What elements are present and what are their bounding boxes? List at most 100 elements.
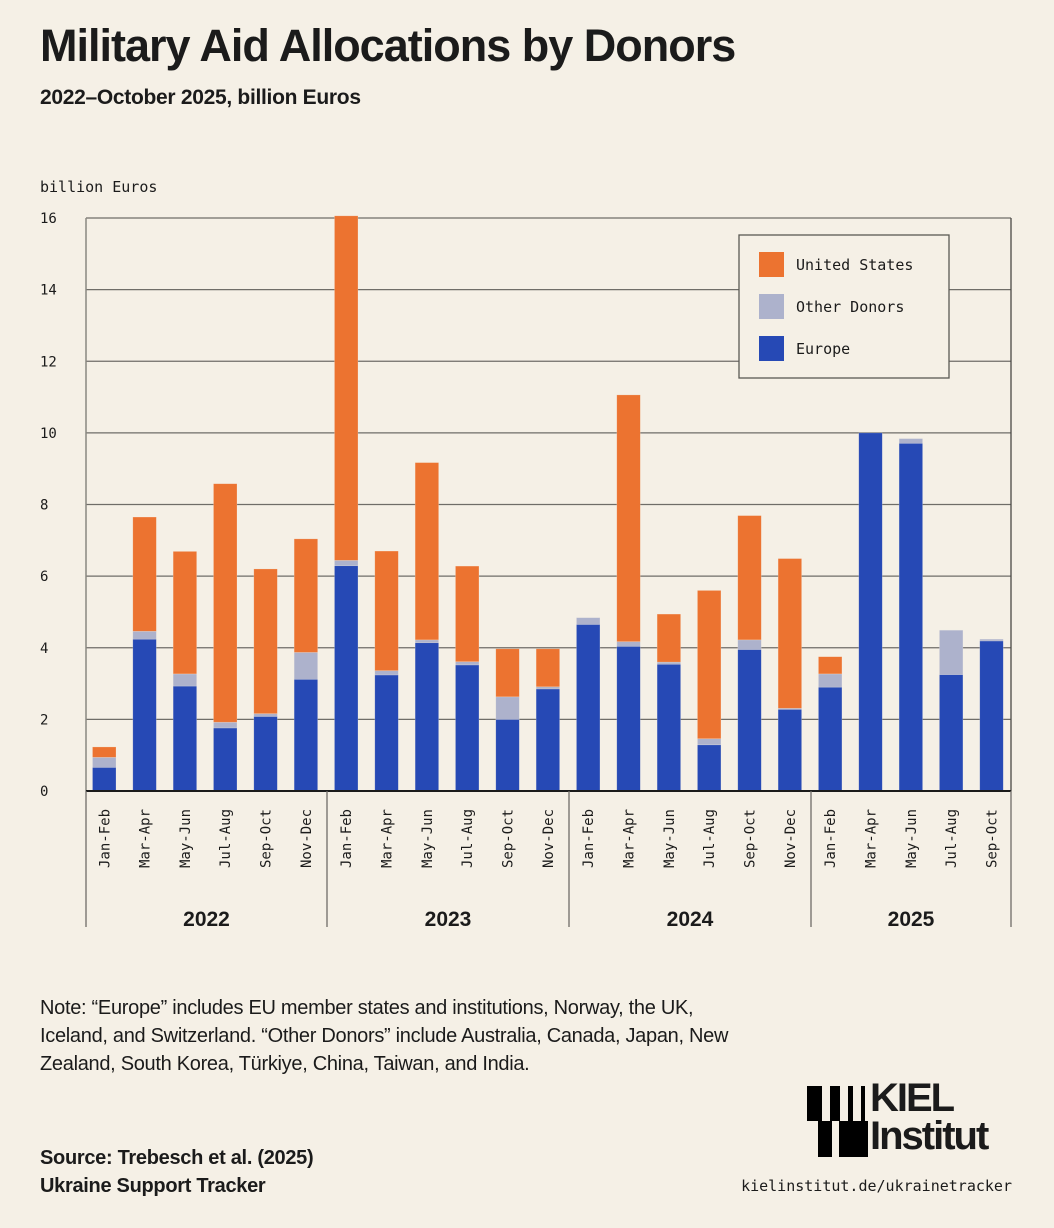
- bar-segment-other-donors: [334, 560, 359, 567]
- x-axis: Jan-Feb Mar-Apr May-Jun Jul-Aug Sep-Oct Nov-D…: [85, 790, 1012, 931]
- logo-bar: [848, 1086, 853, 1121]
- x-tick-label: Jan-Feb: [339, 809, 355, 868]
- x-tick-label: May-Jun: [178, 809, 194, 868]
- bar-segment-united-states: [414, 462, 439, 641]
- stacked-bar-chart: 0 2 4 6 8 10 12 14 16 Jan-Feb Mar-Apr May-Jun Jul-A…: [40, 211, 1012, 931]
- bar-segment-other-donors: [455, 661, 480, 666]
- x-tick-label: Sep-Oct: [985, 809, 1001, 868]
- legend: United States Other Donors Europe: [738, 234, 950, 379]
- y-tick-label: 2: [40, 712, 48, 728]
- bar-segment-europe: [576, 624, 601, 792]
- x-tick-label: Sep-Oct: [259, 809, 275, 868]
- bar-segment-other-donors: [132, 630, 157, 640]
- bar-segment-other-donors: [495, 696, 520, 720]
- bar-segment-united-states: [293, 538, 318, 653]
- y-tick-label: 6: [40, 569, 48, 585]
- bar-segment-europe: [818, 686, 843, 792]
- bar-segment-europe: [979, 640, 1004, 792]
- bar-segment-other-donors: [656, 661, 681, 665]
- legend-label: Europe: [796, 340, 850, 358]
- bar-segment-europe: [334, 565, 359, 792]
- bar-segment-united-states: [656, 613, 681, 663]
- bar-segment-europe: [132, 638, 157, 792]
- bar-segment-europe: [737, 649, 762, 792]
- bar-segment-europe: [697, 744, 722, 792]
- bar-segment-europe: [172, 685, 197, 792]
- bar-segment-europe: [898, 442, 923, 792]
- logo-bar: [807, 1086, 822, 1121]
- y-tick-label: 0: [40, 784, 48, 800]
- bar-segment-europe: [213, 727, 238, 792]
- x-tick-label: Jan-Feb: [581, 809, 597, 868]
- bar-segment-other-donors: [414, 639, 439, 644]
- legend-label: United States: [796, 256, 913, 274]
- bar-segment-united-states: [172, 551, 197, 675]
- legend-swatch-other-donors: [759, 294, 784, 319]
- bar-segment-other-donors: [535, 686, 560, 690]
- x-tick-label: Nov-Dec: [783, 809, 799, 868]
- x-tick-label: Sep-Oct: [501, 809, 517, 868]
- bar-segment-other-donors: [374, 670, 399, 676]
- tracker-url[interactable]: kielinstitut.de/ukrainetracker: [741, 1177, 1012, 1195]
- bar-segment-united-states: [334, 215, 359, 561]
- y-tick-label: 12: [40, 354, 57, 370]
- logo-text-kiel: KIEL: [870, 1076, 955, 1120]
- y-tick-label: 8: [40, 498, 48, 514]
- logo-bar: [861, 1086, 865, 1121]
- bar-segment-europe: [616, 646, 641, 792]
- bar-segment-other-donors: [92, 757, 117, 768]
- bar-segment-europe: [939, 674, 964, 792]
- x-tick-label: Jan-Feb: [97, 809, 113, 868]
- bar-segment-united-states: [374, 550, 399, 671]
- bar-segment-other-donors: [939, 629, 964, 675]
- legend-label: Other Donors: [796, 298, 904, 316]
- y-axis-ticks: 0 2 4 6 8 10 12 14 16: [40, 211, 57, 800]
- x-tick-label: Nov-Dec: [541, 809, 557, 868]
- x-tick-label: Sep-Oct: [743, 809, 759, 868]
- year-label: 2025: [888, 908, 935, 931]
- bar-segment-europe: [495, 719, 520, 792]
- x-tick-label: Jan-Feb: [823, 809, 839, 868]
- bar-segment-united-states: [777, 558, 802, 709]
- year-label: 2024: [667, 908, 714, 931]
- logo-block: [818, 1121, 832, 1157]
- x-tick-label: Mar-Apr: [864, 809, 880, 868]
- source-line: Source: Trebesch et al. (2025): [40, 1147, 314, 1169]
- source-citation: Source: Trebesch et al. (2025) Ukraine S…: [40, 1144, 314, 1200]
- x-tick-label: Nov-Dec: [299, 809, 315, 868]
- legend-swatch-united-states: [759, 252, 784, 277]
- x-tick-label: Mar-Apr: [380, 809, 396, 868]
- year-label: 2023: [425, 908, 472, 931]
- bar-segment-united-states: [455, 565, 480, 663]
- bar-segment-united-states: [616, 394, 641, 642]
- y-tick-label: 16: [40, 211, 57, 227]
- bar-segment-united-states: [213, 483, 238, 723]
- bar-segment-other-donors: [253, 713, 278, 717]
- year-label: 2022: [183, 908, 230, 931]
- bar-segment-europe: [374, 674, 399, 792]
- bars: [92, 215, 1004, 792]
- x-tick-label: May-Jun: [662, 809, 678, 868]
- bar-segment-united-states: [737, 515, 762, 641]
- bar-segment-united-states: [92, 746, 117, 758]
- source-tracker-line: Ukraine Support Tracker: [40, 1175, 266, 1197]
- bar-segment-europe: [777, 709, 802, 792]
- chart-title: Military Aid Allocations by Donors: [40, 20, 736, 71]
- bar-segment-other-donors: [697, 738, 722, 746]
- bar-segment-other-donors: [616, 641, 641, 647]
- x-tick-label: Jul-Aug: [944, 809, 960, 868]
- footnote: Note: “Europe” includes EU member states…: [40, 997, 729, 1075]
- x-tick-label: May-Jun: [904, 809, 920, 868]
- bar-segment-united-states: [697, 590, 722, 740]
- bar-segment-other-donors: [172, 673, 197, 687]
- bar-segment-other-donors: [576, 617, 601, 625]
- x-tick-label: Jul-Aug: [702, 809, 718, 868]
- bar-segment-other-donors: [979, 638, 1004, 642]
- y-tick-label: 10: [40, 426, 57, 442]
- bar-segment-europe: [414, 642, 439, 792]
- bar-segment-other-donors: [293, 652, 318, 680]
- bar-segment-other-donors: [213, 721, 238, 729]
- x-tick-label: Mar-Apr: [622, 809, 638, 868]
- x-tick-label: Mar-Apr: [138, 809, 154, 868]
- bar-segment-europe: [858, 432, 883, 792]
